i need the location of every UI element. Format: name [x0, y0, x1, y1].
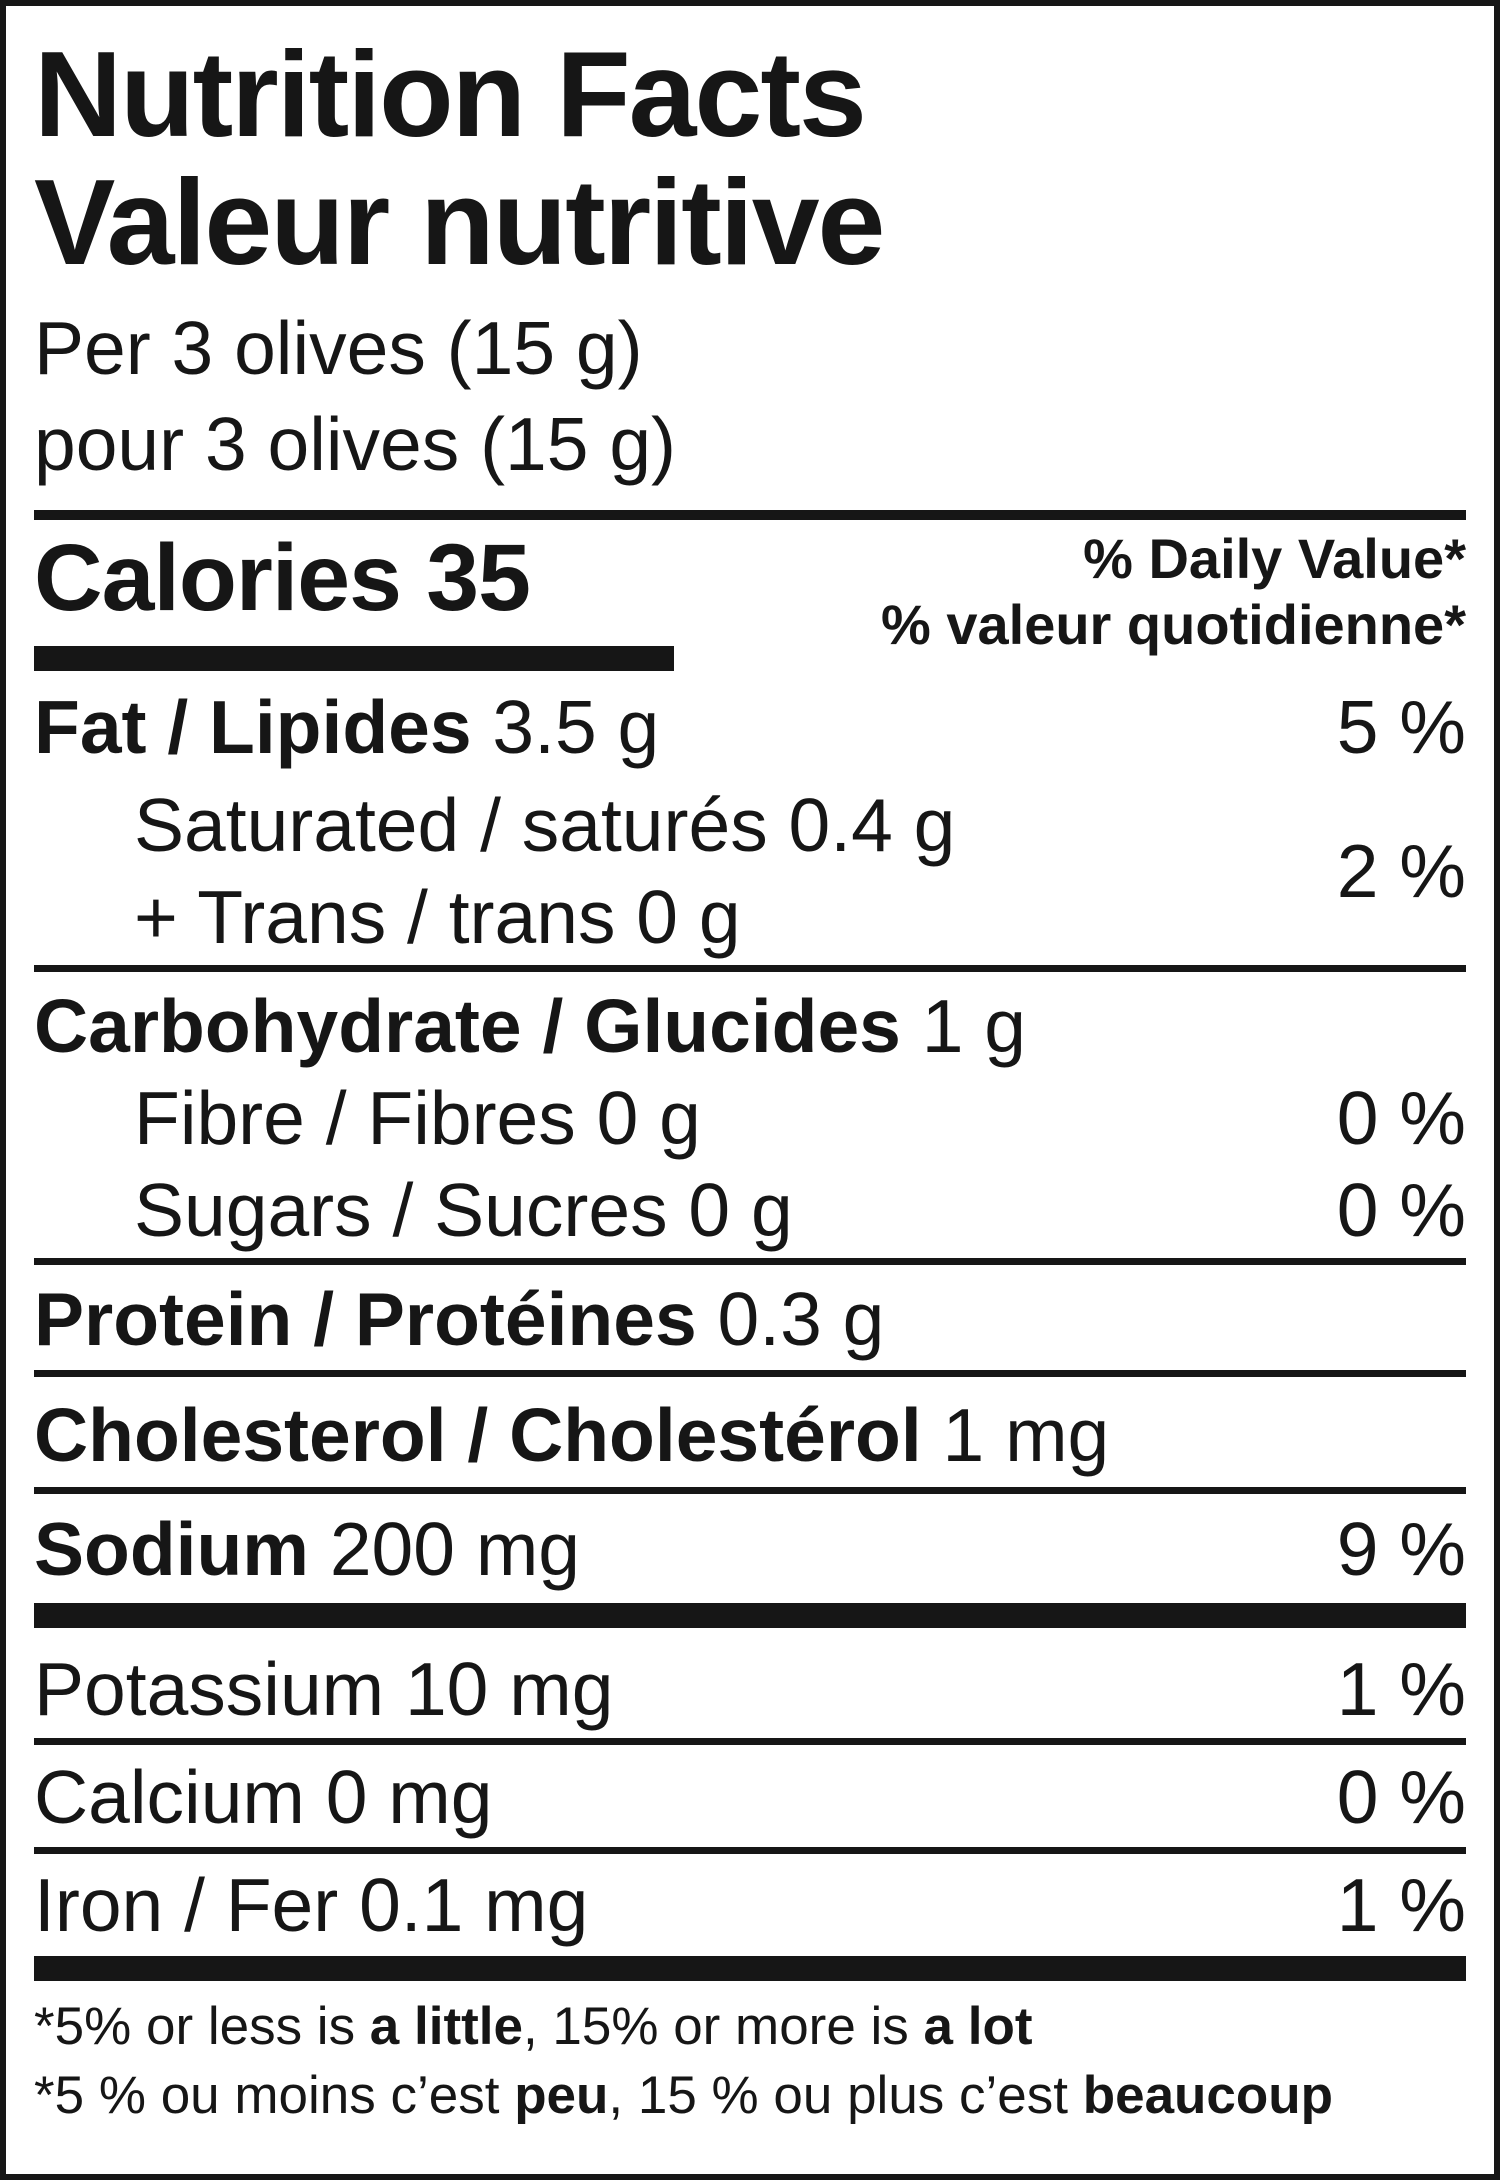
fibre-percent: 0 %: [1336, 1076, 1466, 1160]
fibre-label: Fibre / Fibres 0 g: [134, 1076, 701, 1160]
fat-label: Fat / Lipides 3.5 g: [34, 681, 659, 773]
footnote-fr: *5 % ou moins c’est peu, 15 % ou plus c’…: [34, 2064, 1466, 2128]
protein-name: Protein / Protéines: [34, 1277, 697, 1361]
iron-percent: 1 %: [1336, 1863, 1466, 1947]
row-saturated-trans: Saturated / saturés 0.4 g + Trans / tran…: [34, 779, 1466, 963]
footnote-en-asterisk: *: [34, 1997, 55, 2056]
carbohydrate-amount: 1 g: [921, 984, 1027, 1068]
cholesterol-label: Cholesterol / Cholestérol 1 mg: [34, 1389, 1109, 1481]
sodium-label: Sodium 200 mg: [34, 1503, 580, 1595]
divider-header: [34, 510, 1466, 520]
footnote-fr-asterisk: *: [34, 2066, 55, 2125]
row-iron: Iron / Fer 0.1 mg 1 %: [34, 1859, 1466, 1951]
calories-row: Calories 35 % Daily Value* % valeur quot…: [34, 525, 1466, 656]
footnote-en: *5% or less is a little, 15% or more is …: [34, 1995, 1466, 2059]
footnote-en-bold2: a lot: [923, 1997, 1033, 2056]
footnote-fr-part2: , 15 % ou plus c’est: [608, 2066, 1083, 2125]
row-fibre: Fibre / Fibres 0 g 0 %: [34, 1072, 1466, 1164]
saturated-trans-label: Saturated / saturés 0.4 g + Trans / tran…: [34, 779, 955, 963]
row-calcium: Calcium 0 mg 0 %: [34, 1751, 1466, 1843]
sodium-name: Sodium: [34, 1507, 309, 1591]
daily-value-header-en: % Daily Value*: [1083, 527, 1466, 590]
protein-label: Protein / Protéines 0.3 g: [34, 1273, 884, 1365]
sugars-percent: 0 %: [1336, 1168, 1466, 1252]
fat-amount: 3.5 g: [492, 685, 660, 769]
protein-amount: 0.3 g: [717, 1277, 885, 1361]
serving-size-en: Per 3 olives (15 g): [34, 306, 643, 390]
footnote-en-bold1: a little: [369, 1997, 523, 2056]
calories-underline-bar: [34, 646, 674, 671]
trans-line: + Trans / trans 0 g: [134, 875, 741, 959]
potassium-percent: 1 %: [1336, 1647, 1466, 1731]
footnote-fr-bold2: beaucoup: [1082, 2066, 1334, 2125]
divider-cholesterol-sodium: [34, 1487, 1466, 1494]
sugars-label: Sugars / Sucres 0 g: [134, 1168, 793, 1252]
sodium-percent: 9 %: [1336, 1507, 1466, 1591]
footnote-en-part2: , 15% or more is: [522, 1997, 924, 2056]
saturated-trans-percent: 2 %: [1336, 829, 1466, 913]
iron-label: Iron / Fer 0.1 mg: [34, 1863, 589, 1947]
footnote-en-part1: 5% or less is: [54, 1997, 370, 2056]
row-sodium: Sodium 200 mg 9 %: [34, 1503, 1466, 1595]
saturated-line: Saturated / saturés 0.4 g: [134, 783, 956, 867]
calcium-percent: 0 %: [1336, 1755, 1466, 1839]
divider-carb-protein: [34, 1258, 1466, 1265]
sodium-amount: 200 mg: [329, 1507, 581, 1591]
fat-percent: 5 %: [1336, 685, 1466, 769]
calcium-label: Calcium 0 mg: [34, 1755, 493, 1839]
carbohydrate-label: Carbohydrate / Glucides 1 g: [34, 980, 1026, 1072]
cholesterol-amount: 1 mg: [942, 1393, 1110, 1477]
serving-size-fr: pour 3 olives (15 g): [34, 402, 677, 486]
carbohydrate-name: Carbohydrate / Glucides: [34, 984, 901, 1068]
row-protein: Protein / Protéines 0.3 g: [34, 1273, 1466, 1365]
label-title-fr: Valeur nutritive: [34, 154, 885, 290]
daily-value-header: % Daily Value* % valeur quotidienne*: [881, 526, 1466, 658]
row-sugars: Sugars / Sucres 0 g 0 %: [34, 1164, 1466, 1256]
calories-value: Calories 35: [34, 525, 531, 631]
divider-fat-carb: [34, 965, 1466, 972]
label-title-en: Nutrition Facts: [34, 26, 867, 162]
daily-value-header-fr: % valeur quotidienne*: [881, 593, 1466, 656]
cholesterol-name: Cholesterol / Cholestérol: [34, 1393, 922, 1477]
divider-protein-cholesterol: [34, 1370, 1466, 1377]
row-potassium: Potassium 10 mg 1 %: [34, 1643, 1466, 1735]
divider-thick-footnote: [34, 1956, 1466, 1981]
footnote-fr-bold1: peu: [514, 2066, 609, 2125]
fat-name: Fat / Lipides: [34, 685, 472, 769]
divider-potassium-calcium: [34, 1738, 1466, 1745]
divider-calcium-iron: [34, 1847, 1466, 1854]
row-carbohydrate: Carbohydrate / Glucides 1 g: [34, 980, 1466, 1072]
row-fat: Fat / Lipides 3.5 g 5 %: [34, 681, 1466, 773]
potassium-label: Potassium 10 mg: [34, 1647, 614, 1731]
footnote-fr-part1: 5 % ou moins c’est: [54, 2066, 515, 2125]
row-cholesterol: Cholesterol / Cholestérol 1 mg: [34, 1389, 1466, 1481]
divider-thick-sodium-potassium: [34, 1603, 1466, 1628]
